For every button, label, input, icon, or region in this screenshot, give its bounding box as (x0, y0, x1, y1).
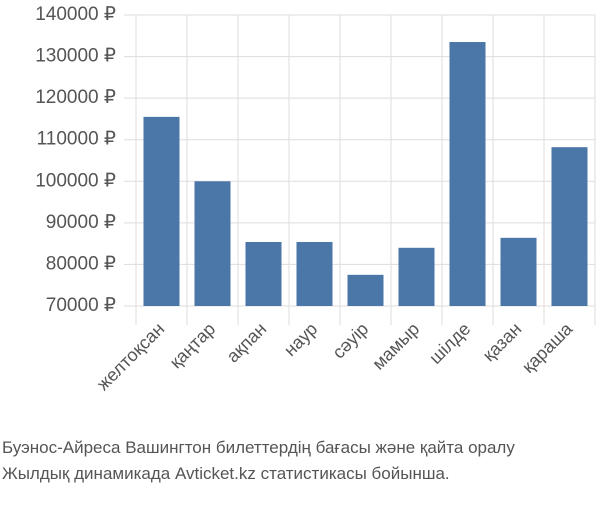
bar (449, 42, 486, 307)
x-tick-label: ақпан (223, 319, 271, 367)
bar (551, 147, 588, 306)
x-tick-label: желтоқсан (93, 319, 169, 395)
y-tick-label: 110000 ₽ (37, 129, 116, 150)
caption: Жылдық динамикада Avticket.kz статистика… (2, 464, 450, 483)
y-tick-label: 70000 ₽ (46, 295, 116, 316)
y-tick-label: 140000 ₽ (35, 4, 116, 25)
x-tick-label: қазан (479, 319, 526, 366)
x-tick-label: наур (280, 319, 321, 360)
x-tick-label: сәуір (328, 319, 372, 363)
bar (245, 241, 282, 306)
y-tick-label: 120000 ₽ (35, 87, 116, 108)
bar (347, 274, 384, 306)
y-tick-label: 80000 ₽ (46, 253, 116, 274)
x-tick-label: қаңтар (166, 319, 220, 373)
x-tick-label: қараша (518, 318, 577, 377)
y-tick-label: 130000 ₽ (35, 46, 116, 67)
bar (194, 181, 231, 306)
bar (500, 237, 537, 306)
bar (296, 241, 333, 306)
y-tick-label: 100000 ₽ (35, 170, 116, 191)
bar (143, 116, 180, 306)
x-tick-label: шілде (425, 319, 474, 368)
bar (398, 247, 435, 306)
y-tick-label: 90000 ₽ (46, 212, 116, 233)
caption: Буэнос-Айреса Вашингтон билеттердің баға… (2, 438, 515, 457)
x-tick-label: мамыр (368, 319, 423, 374)
